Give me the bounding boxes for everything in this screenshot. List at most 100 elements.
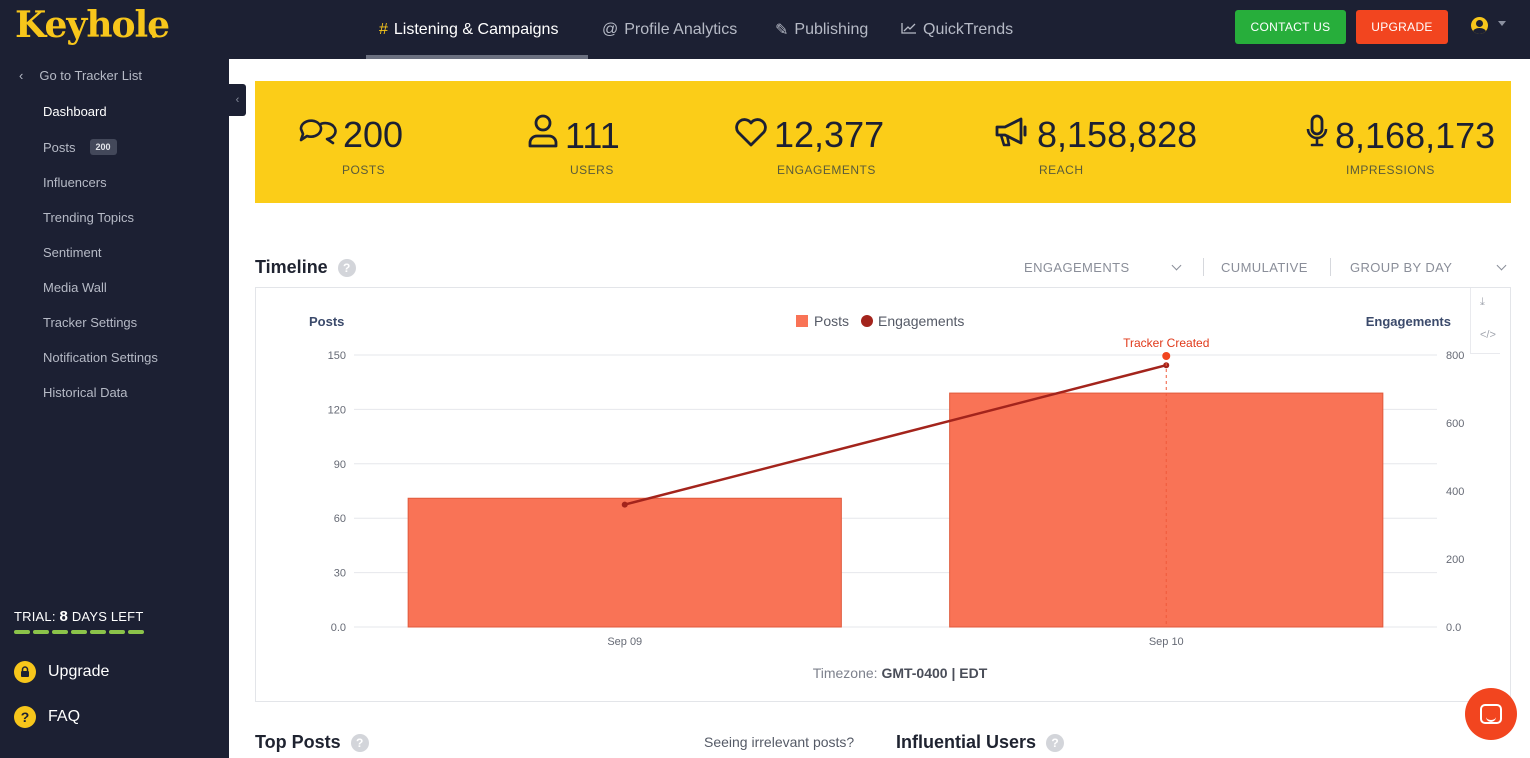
sidebar-item-label: Media Wall bbox=[43, 280, 107, 295]
chevron-left-icon: ‹ bbox=[19, 68, 24, 83]
back-label: Go to Tracker List bbox=[39, 68, 142, 83]
timezone-prefix: Timezone: bbox=[813, 665, 882, 681]
user-icon bbox=[527, 114, 565, 157]
group-by-dropdown[interactable]: GROUP BY DAY bbox=[1350, 260, 1453, 275]
caret-down-icon[interactable] bbox=[1498, 21, 1506, 26]
sidebar-item-media-wall[interactable]: Media Wall bbox=[43, 280, 107, 295]
trial-progress-segment bbox=[52, 630, 68, 634]
sidebar-item-tracker-settings[interactable]: Tracker Settings bbox=[43, 315, 137, 330]
trial-progress-segment bbox=[14, 630, 30, 634]
trial-progress-segment bbox=[71, 630, 87, 634]
influential-users-title: Influential Users bbox=[896, 732, 1037, 752]
y-tick-label: 150 bbox=[328, 350, 346, 362]
cumulative-toggle[interactable]: CUMULATIVE bbox=[1221, 260, 1308, 275]
top-posts-heading: Top Posts ? bbox=[255, 732, 369, 753]
sidebar-item-label: Tracker Settings bbox=[43, 315, 138, 330]
stat-engagements: 12,377 ENGAGEMENTS bbox=[690, 81, 940, 203]
sidebar-item-notification-settings[interactable]: Notification Settings bbox=[43, 350, 158, 365]
nav-label: Profile Analytics bbox=[624, 20, 738, 38]
stat-value: 111 bbox=[565, 114, 620, 156]
chat-bubbles-icon bbox=[297, 114, 343, 156]
y-tick-label: 120 bbox=[328, 404, 346, 416]
stat-value: 200 bbox=[343, 114, 404, 155]
nav-label: Listening & Campaigns bbox=[393, 20, 559, 38]
chat-icon bbox=[1480, 704, 1502, 724]
sidebar-item-label: Posts bbox=[43, 139, 76, 155]
trial-progress-segment bbox=[128, 630, 144, 634]
chevron-left-icon: ‹ bbox=[235, 94, 240, 106]
stat-reach: 8,158,828 REACH bbox=[940, 81, 1210, 203]
summary-stats-bar: 200 POSTS 111 USERS 12,377 ENGAGEMENTS 8… bbox=[255, 81, 1511, 203]
trend-icon bbox=[901, 21, 917, 39]
metric-dropdown[interactable]: ENGAGEMENTS bbox=[1024, 260, 1130, 275]
sidebar-item-historical-data[interactable]: Historical Data bbox=[43, 385, 128, 400]
y2-tick-label: 200 bbox=[1446, 554, 1464, 566]
sidebar-faq-link[interactable]: ? FAQ bbox=[14, 706, 80, 728]
bar-posts bbox=[949, 392, 1384, 628]
trial-suffix: DAYS LEFT bbox=[68, 609, 144, 624]
chat-support-button[interactable] bbox=[1465, 688, 1517, 740]
nav-profile-analytics[interactable]: @ Profile Analytics bbox=[602, 0, 737, 59]
y2-axis-title: Engagements bbox=[1366, 314, 1451, 329]
at-icon: @ bbox=[602, 20, 619, 38]
stat-label: REACH bbox=[1039, 163, 1084, 177]
irrelevant-posts-link[interactable]: Seeing irrelevant posts? bbox=[704, 734, 855, 750]
chart-tools: ⤓ </> bbox=[1470, 288, 1500, 354]
sidebar-item-trending-topics[interactable]: Trending Topics bbox=[43, 210, 134, 225]
sidebar-upgrade-link[interactable]: Upgrade bbox=[14, 661, 109, 683]
stat-impressions: 8,168,173 IMPRESSIONS bbox=[1210, 81, 1511, 203]
collapse-sidebar-toggle[interactable]: ‹ bbox=[229, 84, 246, 116]
help-icon[interactable]: ? bbox=[337, 258, 356, 277]
stat-value: 8,158,828 bbox=[1037, 114, 1198, 155]
megaphone-icon bbox=[993, 114, 1037, 156]
y-tick-label: 0.0 bbox=[331, 622, 346, 634]
posts-count-badge: 200 bbox=[89, 139, 117, 155]
keyhole-logo[interactable]: Keyhole bbox=[15, 4, 170, 46]
y-axis-title: Posts bbox=[309, 314, 344, 329]
sidebar-item-dashboard[interactable]: Dashboard bbox=[43, 104, 107, 119]
microphone-icon bbox=[1305, 114, 1335, 157]
top-navigation-bar: Keyhole # Listening & Campaigns @ Profil… bbox=[0, 0, 1530, 59]
help-icon[interactable]: ? bbox=[1046, 733, 1065, 752]
timezone-value: GMT-0400 | EDT bbox=[881, 665, 987, 681]
divider bbox=[1330, 258, 1331, 276]
nav-quicktrends[interactable]: QuickTrends bbox=[901, 0, 1013, 59]
sidebar-item-posts[interactable]: Posts 200 bbox=[43, 139, 117, 155]
stat-value: 12,377 bbox=[774, 114, 885, 155]
go-to-tracker-list-link[interactable]: ‹ Go to Tracker List bbox=[19, 68, 142, 83]
download-icon[interactable]: ⤓ bbox=[1480, 296, 1485, 308]
sidebar-item-label: Influencers bbox=[43, 175, 107, 190]
y2-tick-label: 400 bbox=[1446, 486, 1464, 498]
stat-users: 111 USERS bbox=[470, 81, 690, 203]
contact-us-button[interactable]: CONTACT US bbox=[1235, 10, 1346, 44]
sidebar-item-label: Historical Data bbox=[43, 385, 128, 400]
sidebar: ‹ Go to Tracker List Dashboard Posts 200 … bbox=[0, 59, 229, 758]
sidebar-item-sentiment[interactable]: Sentiment bbox=[43, 245, 102, 260]
upgrade-button[interactable]: UPGRADE bbox=[1356, 10, 1448, 44]
help-icon[interactable]: ? bbox=[350, 733, 369, 752]
faq-label: FAQ bbox=[48, 708, 81, 725]
annotation-marker bbox=[1162, 352, 1171, 360]
y2-tick-label: 800 bbox=[1446, 350, 1464, 362]
x-tick-label: Sep 10 bbox=[1149, 636, 1184, 648]
sidebar-item-label: Trending Topics bbox=[43, 210, 135, 225]
embed-code-icon[interactable]: </> bbox=[1480, 329, 1496, 341]
hashtag-icon: # bbox=[379, 20, 388, 38]
timeline-heading: Timeline ? bbox=[255, 257, 356, 278]
top-posts-title: Top Posts bbox=[255, 732, 341, 752]
y2-tick-label: 600 bbox=[1446, 418, 1464, 430]
stat-label: ENGAGEMENTS bbox=[777, 163, 876, 177]
pen-icon: ✎ bbox=[775, 21, 789, 39]
x-tick-label: Sep 09 bbox=[607, 636, 642, 648]
user-avatar-icon[interactable] bbox=[1471, 17, 1488, 34]
nav-publishing[interactable]: ✎ Publishing bbox=[775, 0, 868, 59]
stat-label: IMPRESSIONS bbox=[1346, 163, 1435, 177]
trial-progress-segment bbox=[109, 630, 125, 634]
timeline-chart-container bbox=[255, 287, 1511, 702]
upgrade-label: Upgrade bbox=[48, 663, 110, 680]
nav-listening-campaigns[interactable]: # Listening & Campaigns bbox=[379, 0, 558, 59]
y-tick-label: 60 bbox=[334, 513, 346, 525]
sidebar-item-influencers[interactable]: Influencers bbox=[43, 175, 107, 190]
legend-label-posts: Posts bbox=[814, 313, 849, 329]
